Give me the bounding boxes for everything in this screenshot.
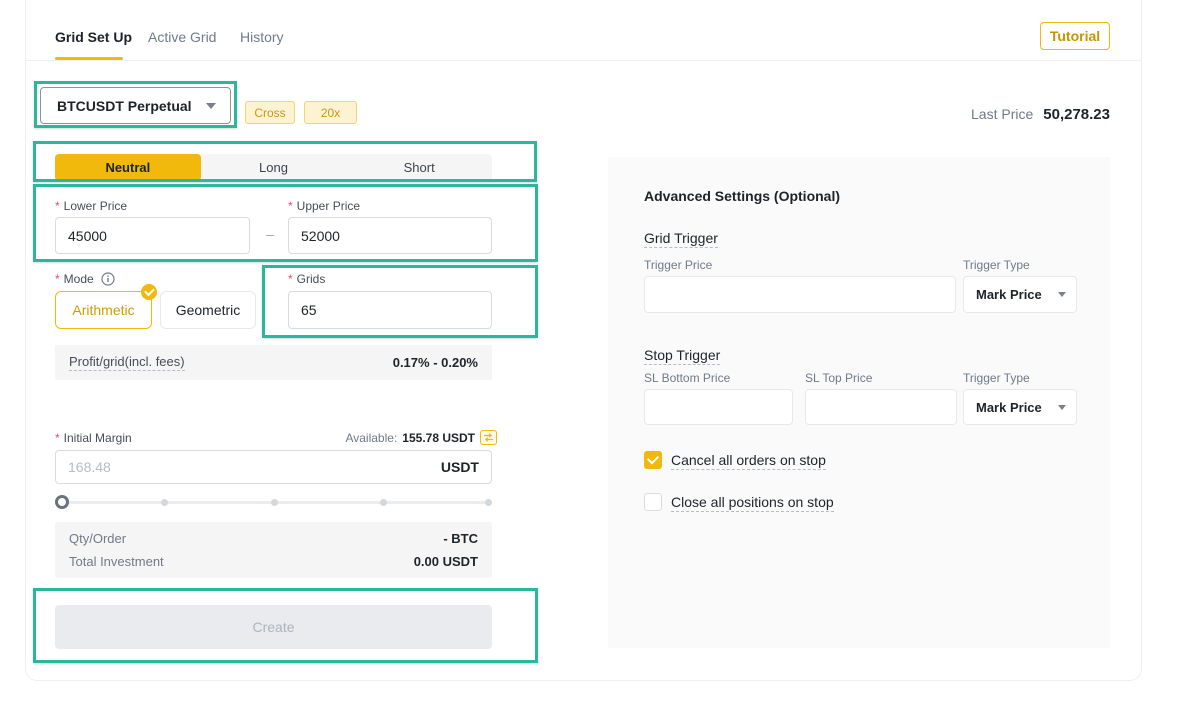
advanced-settings-title: Advanced Settings (Optional) xyxy=(644,188,841,204)
tab-active-grid[interactable]: Active Grid xyxy=(148,29,217,45)
last-price-label: Last Price xyxy=(971,106,1034,122)
grid-trigger-type-select[interactable]: Mark Price xyxy=(963,276,1077,313)
transfer-icon[interactable] xyxy=(480,430,497,445)
required-marker: * xyxy=(55,430,60,445)
initial-margin-unit: USDT xyxy=(440,459,479,475)
required-marker: * xyxy=(55,272,60,286)
available-value: 155.78 USDT xyxy=(402,430,475,445)
total-investment-value: 0.00 USDT xyxy=(413,554,478,569)
grids-label: * Grids xyxy=(288,272,326,286)
cancel-orders-checkbox[interactable] xyxy=(644,451,662,469)
margin-ratio-slider[interactable] xyxy=(55,495,492,509)
required-marker: * xyxy=(288,272,293,286)
sl-bottom-price-label: SL Bottom Price xyxy=(644,371,731,385)
main-card xyxy=(25,0,1142,681)
grid-trigger-type-label: Trigger Type xyxy=(963,258,1030,272)
chevron-down-icon xyxy=(206,102,216,109)
trigger-price-label: Trigger Price xyxy=(644,258,713,272)
profit-per-grid-label[interactable]: Profit/grid(incl. fees) xyxy=(69,354,185,371)
sl-top-price-field xyxy=(805,389,957,425)
available-balance: Available: 155.78 USDT xyxy=(345,430,497,445)
profit-per-grid-row: Profit/grid(incl. fees) 0.17% - 0.20% xyxy=(55,345,492,380)
mode-geometric-button[interactable]: Geometric xyxy=(160,291,256,329)
slider-handle[interactable] xyxy=(55,495,69,509)
lower-price-label: * Lower Price xyxy=(55,199,128,213)
cancel-orders-label[interactable]: Cancel all orders on stop xyxy=(671,452,826,470)
symbol-select-value: BTCUSDT Perpetual xyxy=(57,97,192,114)
trigger-price-field xyxy=(644,276,956,313)
tab-history[interactable]: History xyxy=(240,29,284,45)
grid-trigger-type-value: Mark Price xyxy=(976,287,1042,302)
initial-margin-header: * Initial Margin Available: 155.78 USDT xyxy=(55,430,497,445)
grid-trigger-title[interactable]: Grid Trigger xyxy=(644,230,718,248)
slider-tick[interactable] xyxy=(270,499,278,506)
create-button[interactable]: Create xyxy=(55,605,492,649)
slider-tick[interactable] xyxy=(485,499,492,506)
selected-check-badge-icon xyxy=(141,284,157,300)
qty-per-order-row: Qty/Order - BTC xyxy=(69,531,478,546)
direction-tabs: Neutral Long Short xyxy=(55,154,492,181)
slider-tick[interactable] xyxy=(161,499,169,506)
stop-trigger-type-label: Trigger Type xyxy=(963,371,1030,385)
last-price: Last Price 50,278.23 xyxy=(971,106,1110,123)
qty-per-order-value: - BTC xyxy=(443,531,478,546)
close-positions-label[interactable]: Close all positions on stop xyxy=(671,494,834,512)
sl-bottom-price-input[interactable] xyxy=(657,399,780,415)
initial-margin-input[interactable] xyxy=(68,459,441,475)
lower-price-input[interactable] xyxy=(68,227,237,244)
last-price-value: 50,278.23 xyxy=(1043,106,1110,123)
required-marker: * xyxy=(288,199,293,213)
tutorial-button[interactable]: Tutorial xyxy=(1040,22,1110,50)
slider-tick[interactable] xyxy=(379,499,387,506)
active-tab-underline xyxy=(55,57,123,60)
symbol-select[interactable]: BTCUSDT Perpetual xyxy=(40,87,231,124)
tabs-separator xyxy=(26,60,1141,61)
required-marker: * xyxy=(55,199,60,213)
initial-margin-field: USDT xyxy=(55,450,492,484)
stop-trigger-title[interactable]: Stop Trigger xyxy=(644,347,721,365)
qty-per-order-label: Qty/Order xyxy=(69,531,127,546)
upper-price-label: * Upper Price xyxy=(288,199,361,213)
direction-tab-short[interactable]: Short xyxy=(403,160,435,175)
trigger-price-input[interactable] xyxy=(657,286,943,303)
info-icon[interactable] xyxy=(101,272,115,286)
margin-mode-button[interactable]: Cross xyxy=(245,101,295,124)
sl-top-price-input[interactable] xyxy=(818,399,944,415)
initial-margin-label: * Initial Margin xyxy=(55,430,132,445)
direction-tab-long[interactable]: Long xyxy=(259,160,288,175)
range-separator: – xyxy=(266,226,274,242)
mode-arithmetic-button[interactable]: Arithmetic xyxy=(55,284,157,329)
order-summary: Qty/Order - BTC Total Investment 0.00 US… xyxy=(55,522,492,578)
direction-tab-neutral[interactable]: Neutral xyxy=(55,154,201,181)
tab-grid-setup[interactable]: Grid Set Up xyxy=(55,29,133,45)
leverage-button[interactable]: 20x xyxy=(304,101,357,124)
upper-price-input[interactable] xyxy=(301,227,479,244)
stop-trigger-type-select[interactable]: Mark Price xyxy=(963,389,1077,425)
sl-top-price-label: SL Top Price xyxy=(805,371,873,385)
grids-input[interactable] xyxy=(301,302,479,318)
close-positions-checkbox[interactable] xyxy=(644,493,662,511)
upper-price-field xyxy=(288,217,492,254)
stop-trigger-type-value: Mark Price xyxy=(976,399,1042,415)
lower-price-field xyxy=(55,217,250,254)
profit-per-grid-value: 0.17% - 0.20% xyxy=(392,355,478,370)
grids-field xyxy=(288,291,492,329)
mode-label: * Mode xyxy=(55,272,115,286)
total-investment-row: Total Investment 0.00 USDT xyxy=(69,554,478,569)
available-label: Available: xyxy=(345,430,398,445)
chevron-down-icon xyxy=(1058,292,1066,297)
sl-bottom-price-field xyxy=(644,389,793,425)
chevron-down-icon xyxy=(1058,404,1066,410)
total-investment-label: Total Investment xyxy=(69,554,164,569)
